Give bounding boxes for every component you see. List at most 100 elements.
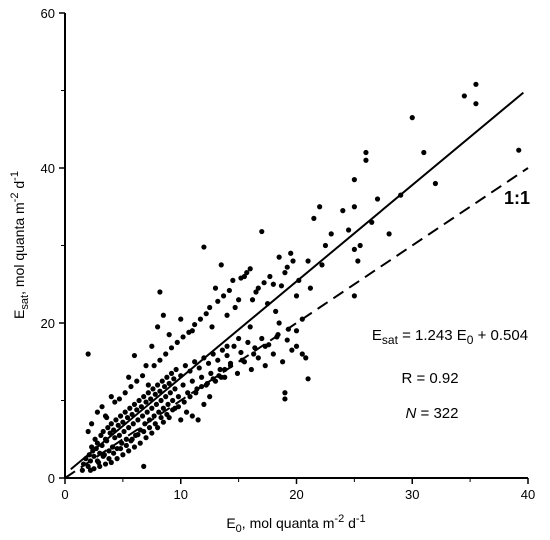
x-tick-label: 0 <box>61 487 68 502</box>
data-point <box>245 339 251 345</box>
data-point <box>238 275 244 281</box>
data-point <box>166 332 172 338</box>
data-point <box>180 382 186 388</box>
data-point <box>141 394 147 400</box>
data-point <box>234 370 241 376</box>
data-point <box>218 262 224 268</box>
data-point <box>249 297 256 303</box>
data-point <box>182 363 188 369</box>
data-point <box>163 394 169 400</box>
data-point <box>111 427 117 433</box>
data-point <box>386 231 392 237</box>
data-point <box>97 463 103 469</box>
data-point <box>238 349 244 356</box>
data-point <box>141 428 147 435</box>
data-point <box>244 270 250 276</box>
data-point <box>85 351 91 357</box>
data-point <box>116 396 123 402</box>
data-point <box>89 421 95 427</box>
data-point <box>267 273 273 280</box>
data-point <box>305 258 311 264</box>
data-point <box>345 227 352 233</box>
data-point <box>120 419 126 425</box>
data-point <box>148 396 154 402</box>
data-point <box>117 413 124 419</box>
data-point <box>161 383 168 390</box>
data-point <box>224 312 230 318</box>
data-point <box>178 316 184 322</box>
data-point <box>160 312 166 318</box>
data-point <box>227 360 234 366</box>
data-point <box>215 298 221 304</box>
data-point <box>183 409 190 415</box>
data-point <box>261 280 267 286</box>
data-point <box>217 366 223 373</box>
data-point <box>85 428 91 435</box>
data-point <box>299 351 305 357</box>
data-point <box>128 383 134 390</box>
data-point <box>192 321 198 328</box>
data-point <box>168 370 175 376</box>
data-point <box>262 363 268 369</box>
data-point <box>164 374 170 380</box>
data-point <box>351 293 357 299</box>
data-point <box>92 436 98 442</box>
data-point <box>284 264 290 270</box>
data-point <box>102 461 109 467</box>
data-point <box>351 177 357 183</box>
data-point <box>105 425 111 431</box>
data-point <box>151 363 157 369</box>
data-point <box>253 289 259 295</box>
data-point <box>276 254 282 260</box>
data-point <box>158 414 164 421</box>
data-point <box>236 297 242 303</box>
data-point <box>106 456 112 462</box>
data-point <box>224 352 230 359</box>
data-point <box>145 390 151 396</box>
data-point <box>374 196 381 202</box>
x-tick-label: 40 <box>521 487 535 502</box>
data-point <box>79 467 85 473</box>
data-point <box>143 399 149 405</box>
data-point <box>115 422 121 428</box>
data-point <box>145 382 151 388</box>
data-point <box>180 334 186 340</box>
data-point <box>146 425 153 431</box>
data-point <box>104 414 110 421</box>
data-point <box>317 204 323 210</box>
data-point <box>173 366 179 373</box>
data-point <box>152 391 158 397</box>
data-point <box>278 283 285 289</box>
data-point <box>276 320 282 326</box>
data-point <box>212 285 219 291</box>
data-point <box>195 417 201 423</box>
x-tick-label: 10 <box>174 487 188 502</box>
data-point <box>85 463 91 469</box>
data-point <box>123 436 129 442</box>
data-point <box>87 467 94 473</box>
x-axis-label: E0, mol quanta m-2 d-1 <box>226 513 365 535</box>
data-point <box>149 343 155 349</box>
axes: 0 10 20 30 40 0 20 40 60 <box>41 6 536 502</box>
data-point <box>255 355 261 361</box>
regression-line <box>70 91 525 471</box>
data-point <box>134 378 140 384</box>
data-point <box>137 440 143 446</box>
data-point <box>209 324 215 330</box>
data-point <box>232 304 238 311</box>
data-point <box>351 246 357 252</box>
data-point <box>198 374 205 380</box>
data-point <box>99 404 105 410</box>
x-tick-label: 20 <box>289 487 303 502</box>
data-point <box>127 405 133 411</box>
data-point <box>174 339 180 345</box>
data-point <box>94 409 101 415</box>
data-point <box>247 324 253 330</box>
data-point <box>160 405 166 411</box>
data-point <box>131 352 138 359</box>
data-point <box>155 382 161 388</box>
y-axis-label: Esat, mol quanta m-2 d-1 <box>9 171 31 319</box>
data-point <box>247 266 253 272</box>
data-point <box>311 215 317 221</box>
